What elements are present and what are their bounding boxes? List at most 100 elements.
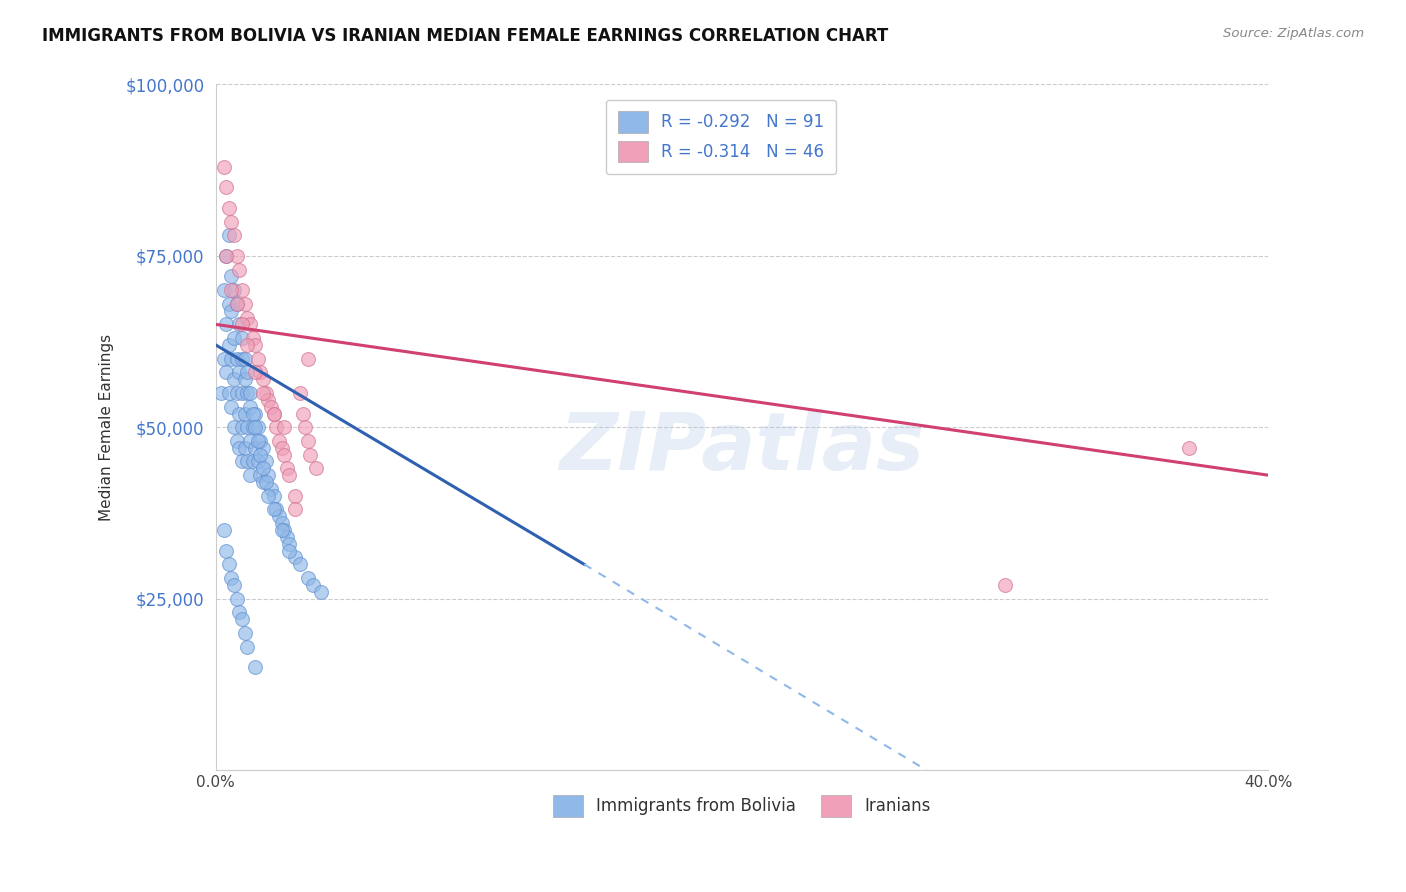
Point — [225, 386, 247, 401]
Point — [209, 386, 232, 401]
Point — [243, 407, 266, 421]
Point — [221, 400, 243, 414]
Text: IMMIGRANTS FROM BOLIVIA VS IRANIAN MEDIAN FEMALE EARNINGS CORRELATION CHART: IMMIGRANTS FROM BOLIVIA VS IRANIAN MEDIA… — [42, 27, 889, 45]
Point — [215, 180, 238, 194]
Point — [239, 434, 262, 448]
Point — [302, 578, 325, 592]
Y-axis label: Median Female Earnings: Median Female Earnings — [100, 334, 114, 521]
Point — [218, 228, 240, 243]
Point — [284, 502, 307, 516]
Point — [278, 468, 301, 483]
Point — [239, 318, 262, 332]
Point — [276, 530, 298, 544]
Point — [224, 283, 246, 297]
Point — [236, 310, 259, 325]
Point — [215, 318, 238, 332]
Point — [263, 407, 285, 421]
Point — [212, 160, 235, 174]
Point — [243, 338, 266, 352]
Point — [242, 331, 264, 345]
Point — [309, 584, 332, 599]
Point — [254, 386, 277, 401]
Point — [270, 441, 292, 455]
Point — [231, 318, 253, 332]
Point — [297, 571, 319, 585]
Point — [267, 509, 290, 524]
Point — [225, 297, 247, 311]
Point — [273, 448, 295, 462]
Point — [239, 468, 262, 483]
Point — [225, 351, 247, 366]
Point — [236, 338, 259, 352]
Point — [246, 420, 269, 434]
Point — [273, 420, 295, 434]
Point — [278, 543, 301, 558]
Point — [218, 338, 240, 352]
Point — [236, 386, 259, 401]
Point — [225, 297, 247, 311]
Point — [273, 523, 295, 537]
Point — [233, 372, 256, 386]
Point — [228, 605, 250, 619]
Point — [231, 454, 253, 468]
Point — [215, 249, 238, 263]
Point — [239, 400, 262, 414]
Point — [228, 407, 250, 421]
Point — [249, 448, 271, 462]
Point — [218, 386, 240, 401]
Text: Source: ZipAtlas.com: Source: ZipAtlas.com — [1223, 27, 1364, 40]
Point — [252, 386, 274, 401]
Point — [297, 351, 319, 366]
Point — [299, 448, 322, 462]
Point — [260, 400, 283, 414]
Point — [257, 489, 280, 503]
Point — [233, 441, 256, 455]
Point — [233, 297, 256, 311]
Point — [264, 502, 287, 516]
Point — [228, 365, 250, 379]
Point — [231, 420, 253, 434]
Point — [294, 420, 316, 434]
Point — [252, 461, 274, 475]
Point — [284, 489, 307, 503]
Point — [228, 441, 250, 455]
Point — [218, 558, 240, 572]
Point — [228, 318, 250, 332]
Point — [994, 578, 1017, 592]
Point — [291, 407, 314, 421]
Point — [212, 283, 235, 297]
Point — [218, 297, 240, 311]
Point — [221, 351, 243, 366]
Point — [224, 228, 246, 243]
Point — [228, 262, 250, 277]
Point — [288, 386, 311, 401]
Point — [236, 640, 259, 654]
Point — [225, 591, 247, 606]
Point — [215, 249, 238, 263]
Point — [257, 468, 280, 483]
Point — [236, 454, 259, 468]
Point — [305, 461, 328, 475]
Point — [225, 249, 247, 263]
Point — [270, 516, 292, 531]
Point — [233, 626, 256, 640]
Point — [218, 201, 240, 215]
Point — [267, 434, 290, 448]
Point — [224, 420, 246, 434]
Point — [242, 407, 264, 421]
Point — [254, 475, 277, 489]
Point — [233, 351, 256, 366]
Point — [224, 331, 246, 345]
Point — [252, 372, 274, 386]
Point — [297, 434, 319, 448]
Point — [254, 454, 277, 468]
Point — [246, 351, 269, 366]
Point — [231, 283, 253, 297]
Point — [270, 523, 292, 537]
Point — [239, 386, 262, 401]
Point — [257, 392, 280, 407]
Point — [212, 523, 235, 537]
Point — [252, 475, 274, 489]
Point — [221, 283, 243, 297]
Point — [278, 537, 301, 551]
